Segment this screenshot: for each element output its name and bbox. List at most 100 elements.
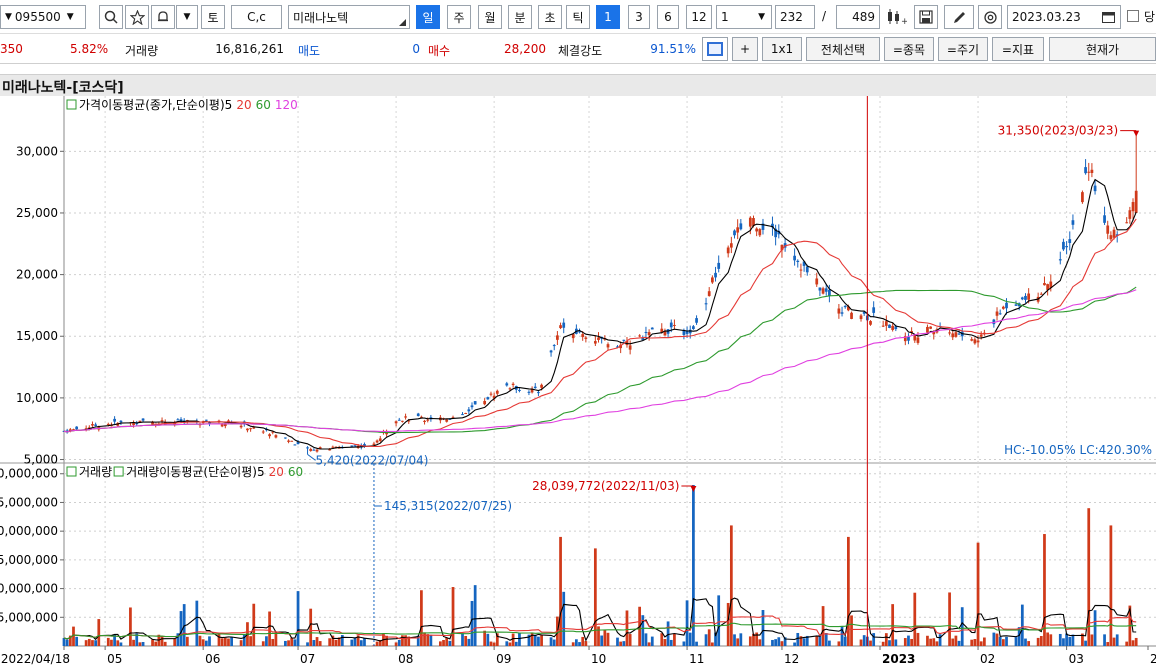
stock-code-select[interactable]: ▼ 095500 ▼ [0,5,86,29]
option-checkbox[interactable] [1127,10,1139,25]
dropdown-arrow-icon[interactable]: ▼ [176,5,198,29]
volume-bar [239,640,243,646]
layout-square-button[interactable] [702,37,728,61]
candle-body [850,312,853,319]
volume-bar [603,629,607,646]
svg-text:+: + [901,17,907,25]
period-second-tab[interactable]: 초 [538,5,562,29]
volume-bar [1090,634,1094,646]
candle-body [239,425,243,428]
candle-body [1049,281,1053,288]
volume-bar [771,639,774,646]
volume-bar [306,642,309,646]
same-indicator-button[interactable]: =지표 [992,37,1044,61]
volume-bar [331,635,335,646]
candle-body [578,331,581,333]
stock-chart[interactable]: 30,000 25,000 20,000 15,000 10,000 5,00030,00… [0,96,1156,670]
volume-value: 16,816,261 [215,42,284,56]
volume-bar [375,641,379,646]
settings-icon[interactable] [978,5,1002,29]
candle-body [881,325,885,327]
search-icon[interactable] [99,5,123,29]
unit-3-button[interactable]: 3 [628,5,650,29]
unit-6-button[interactable]: 6 [657,5,679,29]
change-rate: 5.82% [70,42,109,56]
volume-bar [660,633,664,646]
volume-bar [758,639,762,646]
volume-bar [271,638,275,646]
period-minute-tab[interactable]: 분 [508,5,532,29]
unit-12-button[interactable]: 12 [686,5,712,29]
volume-bar [717,595,721,646]
volume-bar [1043,534,1046,646]
period-week-tab[interactable]: 주 [447,5,471,29]
candle-body [970,339,974,341]
stock-name-field[interactable]: 미래나노텍 [288,5,410,29]
save-icon[interactable] [914,5,938,29]
volume-bar [1093,610,1097,646]
volume-bar [242,634,246,646]
pen-icon[interactable] [944,5,974,29]
volume-bar [359,640,363,646]
current-price-button[interactable]: 현재가 [1049,37,1156,61]
candle-body [394,421,398,424]
volume-bar [154,641,158,646]
unit-1-button[interactable]: 1 [596,5,620,29]
same-stock-button[interactable]: =종목 [884,37,934,61]
volume-bar [87,638,91,646]
candle-body [802,261,806,266]
candle-body [695,318,698,323]
volume-bar [514,641,518,646]
volume-bar [160,635,164,646]
candle-body [910,331,913,333]
volume-bar [847,536,850,646]
bell-icon[interactable] [151,5,175,29]
volume-label: 거래량 [125,44,159,58]
candle-body [771,223,774,228]
volume-bar [385,635,388,646]
volume-bar [862,635,866,646]
same-period-button[interactable]: =주기 [938,37,988,61]
volume-bar [340,635,344,646]
volume-bar [1039,636,1043,646]
to-button[interactable]: 토 [201,5,225,29]
volume-bar [932,638,936,646]
period-day-tab[interactable]: 일 [416,5,440,29]
date-input[interactable]: 2023.03.23 [1007,5,1121,29]
candle-type-icon[interactable]: + [881,5,911,29]
volume-bar [426,634,430,646]
candle-body [1071,220,1075,225]
period-tick-tab[interactable]: 틱 [566,5,590,29]
volume-bar [726,602,730,646]
volume-bar [530,632,534,646]
volume-bar [492,642,496,646]
candle-body [669,322,673,328]
candle-body [736,227,740,233]
volume-bar [1081,633,1084,646]
candle-body [132,422,135,425]
period-month-tab[interactable]: 월 [478,5,502,29]
candle-body [464,412,468,414]
cc-button[interactable]: C,c [231,5,282,29]
volume-bar [973,639,977,646]
volume-bar [495,633,499,646]
candle-body [843,305,847,308]
volume-bar [537,636,540,646]
candle-body [1001,306,1005,309]
price-legend-label: 가격이동평균(종가,단순이평) [79,98,225,112]
price-legend-ma5: 5 [225,98,233,112]
price-legend-ma120: 120 [275,98,298,112]
select-all-button[interactable]: 전체선택 [806,37,880,61]
candle-body [891,325,895,330]
count-input[interactable]: 232 [775,5,815,29]
count-total-field[interactable]: 489 [836,5,880,29]
layout-1x1-button[interactable]: 1x1 [762,37,802,61]
volume-ma60-line [63,622,1137,640]
candle-body [119,420,123,423]
add-button[interactable]: + [732,37,758,61]
candle-body [318,447,322,449]
candle-body [160,420,164,422]
unit-select[interactable]: 1 ▼ [716,5,772,29]
candle-body [711,277,714,283]
star-icon[interactable] [125,5,149,29]
